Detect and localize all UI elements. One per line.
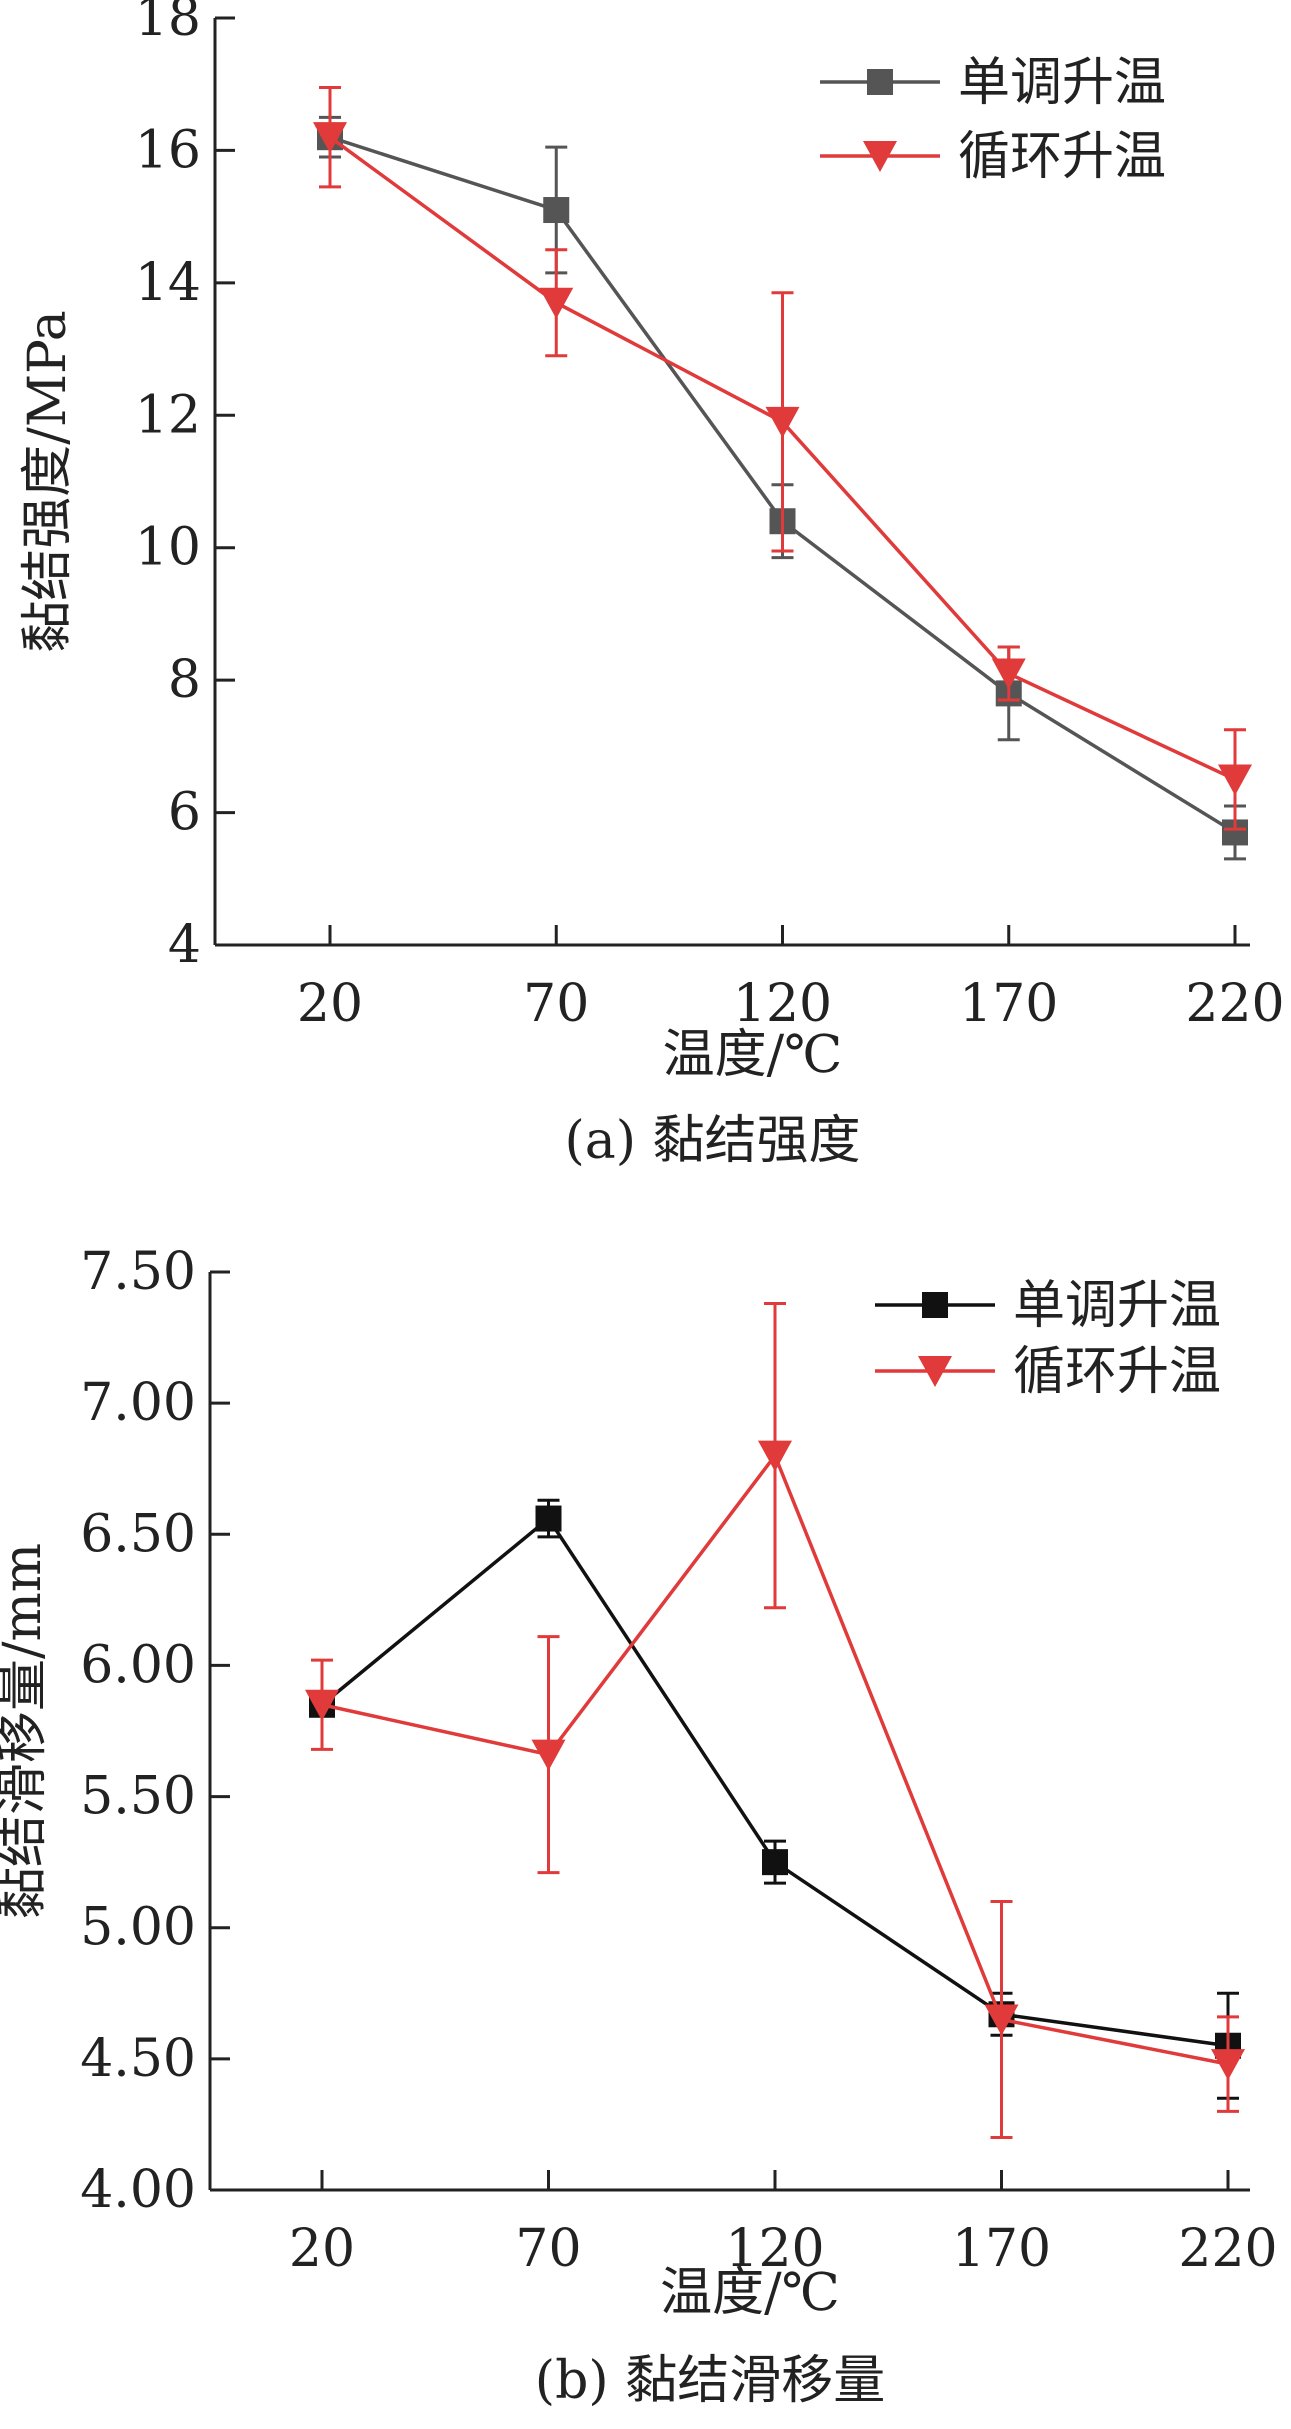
y-tick-label: 7.50 <box>80 1242 196 1302</box>
data-point <box>543 197 570 224</box>
y-tick-label: 6 <box>168 783 201 843</box>
y-tick-label: 5.50 <box>80 1767 196 1827</box>
x-tick-label: 170 <box>952 2219 1051 2279</box>
y-tick-label: 4 <box>168 915 201 975</box>
legend-label: 循环升温 <box>1013 1342 1221 1402</box>
x-tick-label: 220 <box>1178 2219 1277 2279</box>
data-point <box>531 1739 566 1771</box>
y-tick-label: 7.00 <box>80 1373 196 1433</box>
y-axis-title: 黏结强度/MPa <box>18 310 78 652</box>
series-2 <box>305 1301 1245 2140</box>
legend-label: 单调升温 <box>958 53 1166 113</box>
y-tick-label: 14 <box>135 253 201 313</box>
y-tick-label: 4.00 <box>80 2160 196 2220</box>
chart-caption: (b) 黏结滑移量 <box>535 2351 885 2411</box>
x-tick-label: 70 <box>515 2219 581 2279</box>
data-point <box>535 1505 562 1532</box>
data-point <box>984 2004 1019 2036</box>
y-tick-label: 16 <box>135 120 201 180</box>
x-tick-label: 170 <box>959 974 1058 1034</box>
data-point <box>313 122 347 154</box>
y-tick-label: 18 <box>135 0 201 48</box>
data-point <box>991 658 1026 690</box>
y-tick-label: 4.50 <box>80 2029 196 2089</box>
y-tick-label: 6.50 <box>80 1504 196 1564</box>
x-tick-label: 70 <box>523 974 589 1034</box>
data-point <box>758 1440 792 1472</box>
x-tick-label: 20 <box>289 2219 355 2279</box>
legend-marker <box>918 1356 952 1387</box>
x-tick-label: 220 <box>1185 974 1284 1034</box>
x-tick-label: 20 <box>297 974 363 1034</box>
data-point <box>765 406 800 438</box>
x-axis-title: 温度/℃ <box>660 2263 840 2323</box>
data-point <box>1211 2049 1245 2081</box>
data-point <box>762 1849 788 1876</box>
legend-marker <box>922 1292 948 1318</box>
y-tick-label: 8 <box>168 650 201 710</box>
legend-marker <box>867 69 893 95</box>
legend-label: 循环升温 <box>958 127 1166 187</box>
x-tick-label: 120 <box>725 2219 824 2279</box>
x-axis-title: 温度/℃ <box>663 1025 843 1085</box>
chart-panel-2: 4.00 4.50 5.00 5.50 6.00 6.50 7.00 7.50 20 70 120 1… <box>0 1242 1278 2411</box>
y-tick-label: 5.00 <box>80 1898 196 1958</box>
data-point <box>1218 764 1252 796</box>
legend-label: 单调升温 <box>1013 1276 1221 1336</box>
y-tick-label: 10 <box>135 518 201 578</box>
data-point <box>305 1689 339 1721</box>
y-axis-title: 黏结滑移量/mm <box>0 1543 53 1919</box>
y-tick-label: 6.00 <box>80 1635 196 1695</box>
series-2 <box>313 86 1252 831</box>
x-tick-label: 120 <box>733 974 832 1034</box>
legend-marker <box>863 141 897 172</box>
data-point <box>539 287 574 319</box>
y-tick-label: 12 <box>135 385 201 445</box>
chart-caption: (a) 黏结强度 <box>564 1111 860 1171</box>
chart-panel-1: 4 6 8 10 12 14 16 18 20 70 120 170 220 温度/℃ 黏结强度/MPa (a… <box>18 0 1285 1171</box>
